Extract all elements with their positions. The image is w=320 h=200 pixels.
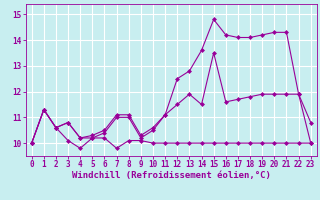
X-axis label: Windchill (Refroidissement éolien,°C): Windchill (Refroidissement éolien,°C) [72, 171, 271, 180]
